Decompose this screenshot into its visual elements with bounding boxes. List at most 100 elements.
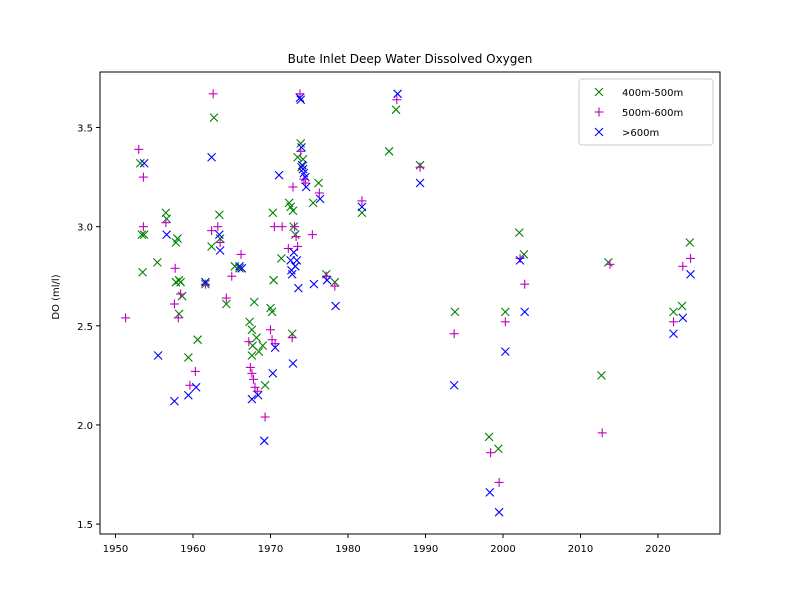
data-point: [267, 307, 277, 317]
data-point: [236, 249, 246, 259]
data-point: [677, 301, 687, 311]
data-point: [277, 222, 287, 232]
data-point: [485, 487, 495, 497]
data-point: [193, 335, 203, 345]
data-point: [183, 353, 193, 362]
data-point: [286, 255, 296, 265]
data-point: [290, 261, 300, 271]
data-point: [686, 269, 695, 279]
data-point: [307, 230, 317, 240]
data-point: [314, 188, 324, 198]
data-point: [392, 95, 402, 105]
data-point: [322, 275, 332, 285]
data-point: [288, 206, 298, 216]
data-point: [605, 259, 615, 269]
legend-marker: [594, 87, 604, 97]
legend: 400m-500m 500m-600m >600m: [578, 78, 714, 146]
x-tick-label: 1970: [258, 544, 283, 555]
data-point: [295, 93, 305, 103]
data-point: [161, 218, 171, 228]
legend-label: >600m: [622, 128, 659, 139]
data-point: [296, 95, 306, 105]
data-point: [295, 89, 305, 99]
data-point: [138, 222, 148, 232]
data-point: [269, 275, 278, 285]
data-point: [331, 301, 340, 311]
x-tick-label: 2010: [568, 544, 593, 555]
data-point: [686, 253, 696, 263]
data-point: [162, 230, 172, 239]
data-point: [121, 313, 131, 323]
data-point: [357, 196, 367, 206]
data-point: [249, 297, 259, 307]
data-point: [213, 222, 223, 232]
data-point: [134, 144, 144, 154]
data-point: [519, 250, 529, 259]
data-point: [604, 257, 613, 267]
data-point: [250, 382, 260, 392]
data-point: [138, 172, 148, 182]
legend-marker: [594, 107, 604, 117]
series-2: [121, 89, 696, 487]
data-point: [135, 158, 145, 168]
legend-entry: 500m-600m: [594, 107, 683, 119]
data-point: [191, 382, 201, 392]
axes: 1950 1960 1970 1980 1990 2000 2010 2020 1.5 2.0 2.…: [77, 124, 671, 555]
data-point: [254, 347, 264, 356]
y-tick-label: 2.0: [77, 421, 93, 432]
legend-marker: [594, 127, 604, 137]
data-point: [152, 257, 162, 267]
data-point: [330, 281, 340, 291]
data-point: [207, 152, 216, 162]
data-point: [274, 170, 284, 180]
data-point: [215, 246, 225, 255]
legend-label: 400m-500m: [622, 88, 683, 99]
data-point: [162, 214, 172, 224]
data-point: [357, 202, 367, 212]
data-point: [308, 198, 318, 208]
x-tick-label: 1960: [180, 544, 205, 555]
x-tick-label: 1980: [335, 544, 360, 555]
data-point: [294, 283, 303, 293]
data-point: [484, 432, 494, 442]
chart-title: Bute Inlet Deep Water Dissolved Oxygen: [288, 52, 533, 66]
data-point: [268, 208, 278, 218]
data-point: [190, 366, 200, 376]
data-point: [669, 317, 678, 327]
plot-frame: [99, 71, 721, 535]
data-point: [248, 374, 258, 384]
data-point: [494, 507, 504, 517]
data-point: [287, 269, 297, 279]
data-point: [266, 325, 275, 335]
data-point: [520, 279, 530, 289]
data-point: [170, 396, 179, 406]
y-tick-label: 2.5: [77, 322, 93, 333]
legend-label: 500m-600m: [622, 108, 683, 119]
data-point: [500, 347, 510, 356]
data-point: [215, 238, 225, 248]
data-point: [276, 253, 286, 263]
data-point: [384, 146, 394, 156]
data-point: [247, 368, 257, 378]
data-point: [449, 329, 459, 339]
data-point: [290, 222, 300, 232]
data-point: [169, 299, 179, 309]
data-point: [269, 222, 279, 232]
data-point: [214, 210, 224, 220]
data-point: [177, 291, 187, 301]
data-point: [515, 255, 525, 265]
data-point: [268, 369, 278, 378]
data-point: [201, 277, 210, 287]
data-point: [678, 313, 688, 323]
data-point: [173, 313, 183, 323]
data-point: [237, 263, 247, 273]
data-point: [393, 89, 402, 99]
data-point: [259, 436, 269, 446]
data-point: [245, 317, 254, 327]
data-point: [260, 412, 270, 422]
data-point: [301, 182, 311, 192]
data-point: [176, 289, 186, 299]
plot-area: [121, 89, 696, 517]
data-point: [287, 333, 297, 343]
